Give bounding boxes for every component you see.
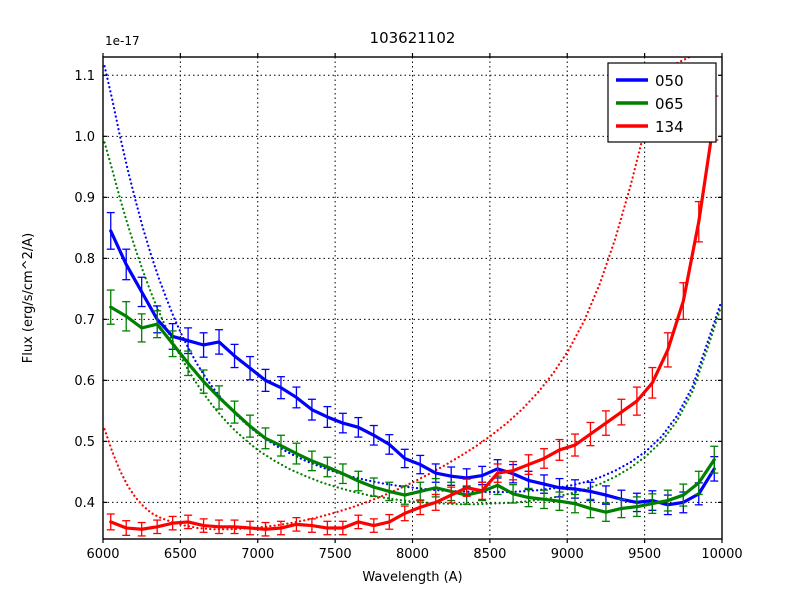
series-line-134 [109,116,716,531]
x-tick-label: 7500 [319,547,352,562]
error-bars-065 [106,289,719,522]
y-tick-label: 1.1 [74,69,95,84]
series-line-050 [109,229,716,507]
grid-lines [103,57,722,539]
y-tick-label: 0.6 [74,374,95,389]
x-tick-label: 10000 [701,547,742,562]
y-tick-label: 1.0 [74,130,95,145]
axis-ticks: 6000 6500 7000 7500 8000 8500 9000 9500 10000 0.4… [74,53,743,562]
x-tick-label: 7000 [241,547,274,562]
x-axis-label: Wavelength (A) [362,570,462,585]
y-axis-label: Flux (erg/s/cm^2/A) [21,233,36,363]
y-axis-offset-label: 1e-17 [105,34,140,48]
x-tick-label: 8000 [396,547,429,562]
legend-label-050[interactable]: 050 [655,72,684,90]
series-line-065 [109,305,716,514]
y-tick-label: 0.4 [74,496,95,511]
x-tick-label: 9500 [628,547,661,562]
x-tick-label: 8500 [473,547,506,562]
x-tick-label: 6500 [164,547,197,562]
series-line-134-model [103,57,691,531]
y-tick-label: 0.7 [74,313,95,328]
chart-legend[interactable]: 050 065 134 [607,62,717,143]
legend-label-065[interactable]: 065 [655,95,684,113]
chart-title: 103621102 [370,29,456,47]
y-tick-label: 0.5 [74,435,95,450]
y-tick-label: 0.8 [74,252,95,267]
y-tick-label: 0.9 [74,191,95,206]
data-series-layer [103,57,722,537]
x-tick-label: 9000 [551,547,584,562]
x-tick-label: 6000 [86,547,119,562]
legend-label-134[interactable]: 134 [655,118,684,136]
